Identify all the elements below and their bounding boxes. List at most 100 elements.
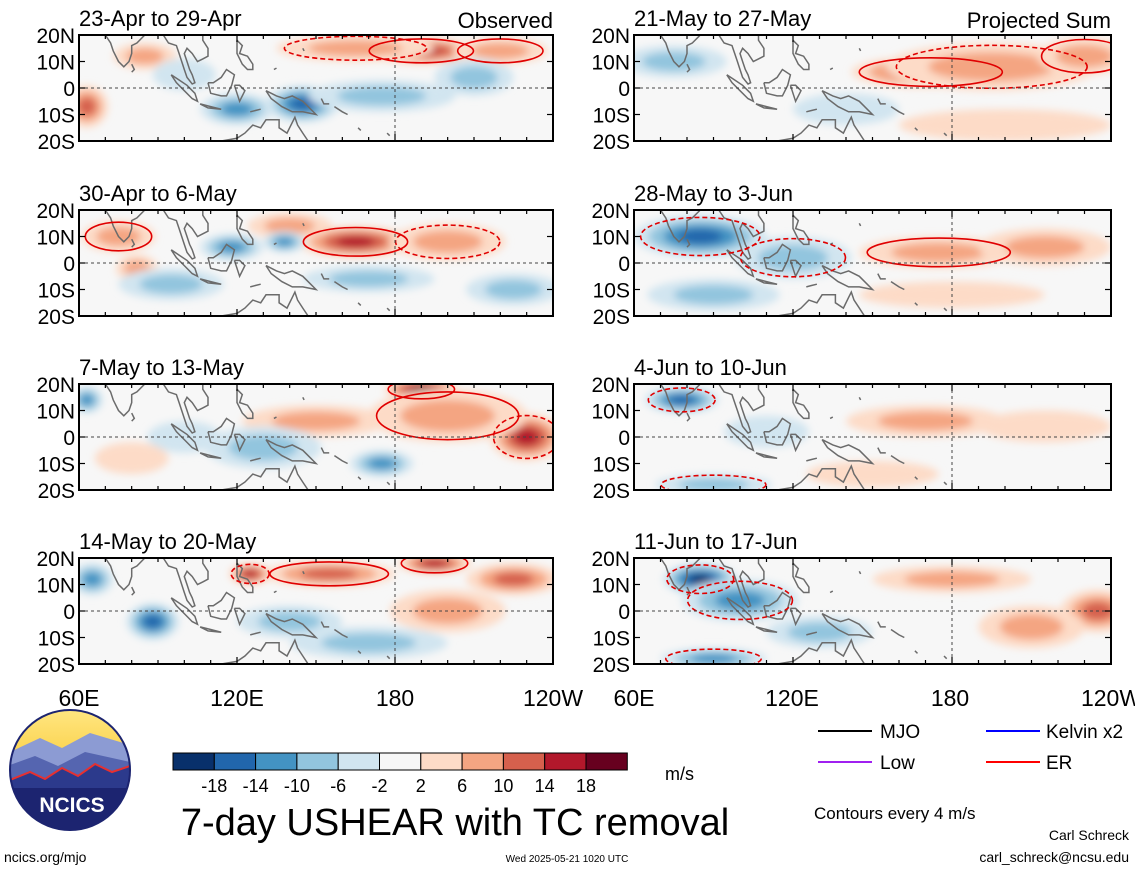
lat-axis: 20N 10N 0 10S 20S: [591, 200, 630, 329]
coastline: [829, 67, 834, 71]
panel-corner-label: Projected Sum: [967, 8, 1111, 33]
heatmap-cell: [678, 478, 749, 490]
colorbar-swatch: [337, 752, 381, 771]
coastline: [273, 416, 277, 420]
er-contour: [230, 563, 270, 585]
heatmap-cell: [300, 568, 358, 580]
author-name: Carl Schreck: [1049, 827, 1130, 843]
author-email: carl_schreck@ncsu.edu: [979, 849, 1129, 865]
coastline: [162, 384, 209, 434]
colorbar-swatch: [585, 752, 628, 771]
er-contour: [387, 384, 456, 400]
lon-tick-180: 180: [376, 685, 414, 711]
panel: 20N 10N 0 10S 20S 30-Apr to 6-May: [36, 181, 554, 329]
heatmap-field: [634, 373, 1111, 490]
heatmap-field: [79, 210, 553, 316]
lon-tick-60e: 60E: [59, 685, 100, 711]
coastline: [207, 417, 236, 446]
coastline: [726, 423, 755, 452]
heatmap-cell: [412, 230, 483, 253]
lat-tick-label: 10N: [591, 401, 630, 424]
footer-left: ncics.org/mjo: [4, 849, 87, 865]
panel-title: 23-Apr to 29-Apr: [79, 6, 242, 31]
logo-text: NCICS: [39, 794, 104, 817]
coastline: [302, 47, 305, 52]
main-title: 7-day USHEAR with TC removal: [181, 802, 729, 844]
lat-tick-label: 0: [618, 253, 630, 276]
coastline: [763, 243, 792, 272]
colorbar-tick-label: -2: [371, 776, 387, 796]
lat-tick-label: 10S: [38, 454, 75, 477]
coastline: [877, 447, 886, 454]
panel-title: 30-Apr to 6-May: [79, 181, 237, 206]
units-label: m/s: [665, 764, 694, 784]
lat-tick-label: 20N: [591, 200, 630, 223]
heatmap-cell: [493, 572, 534, 587]
coastline: [220, 464, 309, 490]
coastline: [250, 108, 261, 113]
coastline: [726, 74, 755, 103]
er-contour: [394, 224, 501, 260]
coastline: [233, 84, 246, 104]
coastline: [858, 396, 862, 401]
coastline: [763, 68, 792, 97]
coastline: [199, 103, 222, 110]
coastline: [170, 74, 199, 103]
legend-label-mjo: MJO: [880, 722, 920, 743]
coastlines: [655, 210, 948, 316]
lat-tick-label: 10N: [591, 227, 630, 250]
lat-tick-label: 20S: [38, 480, 75, 503]
lat-tick-label: 20N: [36, 374, 75, 397]
er-contour: [866, 237, 1012, 268]
lat-tick-label: 10S: [38, 105, 75, 128]
heatmap-cells: [634, 215, 1111, 311]
coastline: [320, 98, 330, 105]
colorbar-tick-label: 18: [576, 776, 596, 796]
coastline: [357, 476, 362, 480]
coastline: [333, 628, 348, 639]
colorbar-swatch: [420, 752, 463, 771]
coastline: [320, 273, 330, 280]
coastline: [789, 607, 802, 627]
heatmap-cell: [243, 570, 258, 578]
coastline: [273, 590, 277, 594]
heatmap-cell: [271, 411, 361, 431]
coastline: [655, 384, 701, 417]
heatmap-field: [634, 210, 1111, 316]
coastline: [100, 210, 146, 243]
coastline: [890, 454, 905, 465]
coastline: [236, 388, 254, 420]
heatmap-cell: [978, 410, 1111, 443]
panel: 20N 10N 0 10S 20S 11-Jun to 17-Jun: [591, 529, 1112, 677]
coastline: [796, 373, 799, 378]
coastlines: [655, 35, 948, 141]
colorbar-swatch: [379, 752, 422, 771]
coastline: [236, 214, 254, 246]
lat-tick-label: 20S: [593, 306, 630, 329]
lon-tick-180: 180: [931, 685, 969, 711]
coastline: [236, 39, 254, 71]
colorbar-tick-label: 2: [416, 776, 426, 796]
heatmap-cell: [422, 559, 447, 567]
panel-title: 21-May to 27-May: [634, 6, 811, 31]
heatmap-cells: [79, 558, 553, 659]
coastline: [250, 457, 261, 462]
coastline: [233, 433, 246, 453]
coastline: [386, 481, 391, 486]
heatmap-cell: [1005, 235, 1085, 259]
er-contour: [302, 226, 409, 257]
coastline: [220, 290, 309, 316]
coastline: [265, 612, 319, 639]
colorbar: -18 -14 -10 -6 -2 2 6 10 14 18: [172, 752, 628, 796]
er-contour: [492, 414, 553, 460]
lat-axis: 20N 10N 0 10S 20S: [36, 548, 75, 677]
lon-tick-120e: 120E: [210, 685, 264, 711]
heatmap-cell: [690, 574, 711, 584]
er-contour: [84, 221, 153, 252]
coastline: [914, 127, 919, 131]
lat-tick-label: 10S: [593, 454, 630, 477]
coastline: [821, 438, 875, 465]
coastline: [386, 132, 391, 137]
legend: MJO Kelvin x2 Low ER Contours every 4 m/…: [814, 722, 1123, 823]
er-contour: [647, 387, 716, 413]
